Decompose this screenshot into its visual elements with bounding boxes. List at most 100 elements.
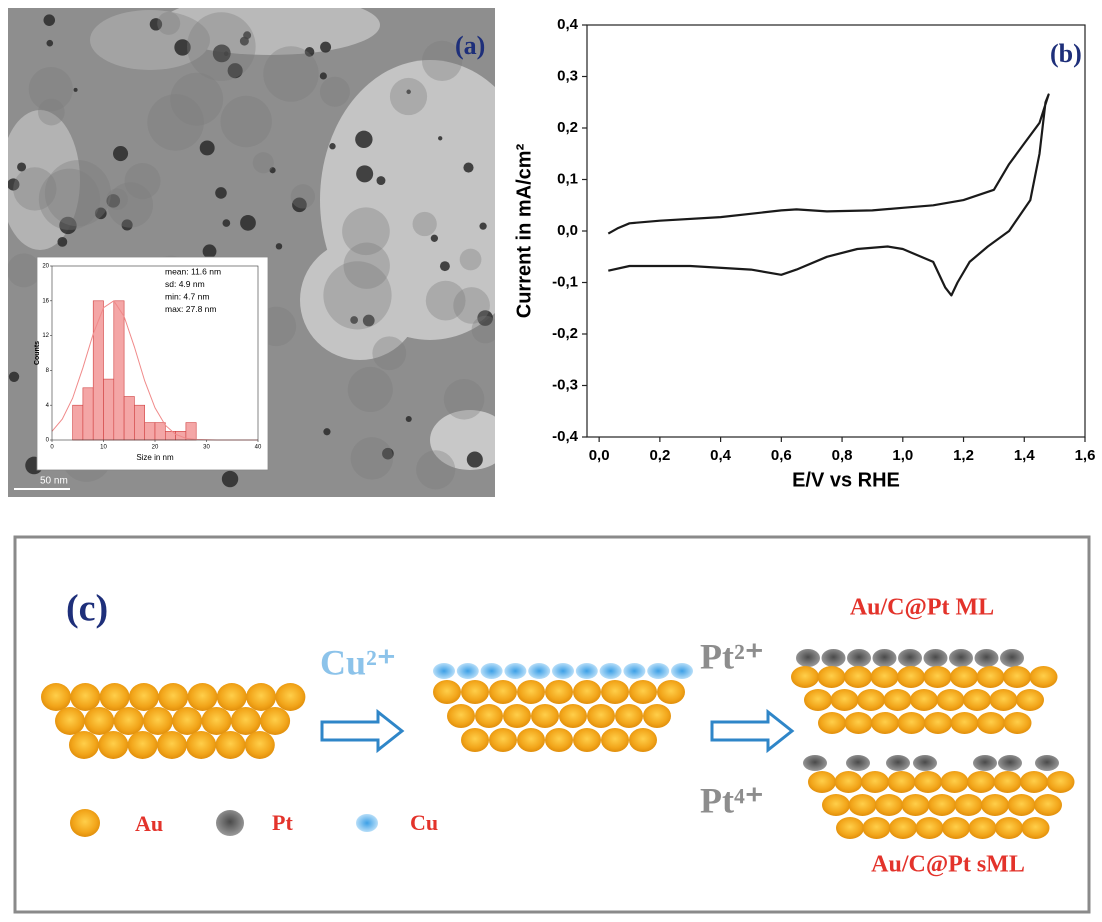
au-atom — [99, 683, 130, 711]
au-atom — [127, 731, 158, 759]
cu-atom — [623, 663, 646, 679]
legend-cu — [356, 814, 378, 832]
au-atom — [870, 666, 899, 688]
annotation: min: 4.7 nm — [165, 291, 209, 301]
cu-atom — [552, 663, 574, 679]
au-atom — [1046, 771, 1075, 793]
y-tick-label: 20 — [42, 264, 49, 270]
au-atom — [887, 771, 916, 793]
au-atom — [923, 666, 952, 688]
particle — [292, 197, 307, 213]
legend-label: Pt — [272, 810, 293, 835]
au-atom — [643, 704, 671, 728]
au-atom — [158, 683, 189, 711]
scheme — [41, 649, 1075, 839]
y-axis-label: Current in mA/cm² — [513, 143, 535, 318]
support-grain — [319, 76, 350, 107]
au-atom — [1016, 689, 1044, 711]
au-atom — [950, 666, 978, 688]
au-atom — [857, 689, 885, 711]
reagent: Pt⁴⁺ — [700, 780, 764, 820]
y-tick-label: -0,1 — [552, 273, 578, 290]
au-atom — [517, 680, 545, 704]
au-atom — [818, 712, 846, 734]
au-atom — [817, 666, 846, 688]
au-atom — [844, 712, 873, 734]
au-atom — [559, 704, 587, 728]
au-atom — [914, 771, 942, 793]
pt-atom — [821, 649, 846, 667]
cv-plot: 0,0 0,2 0,4 0,6 0,8 1,0 1,2 1,4 1,6 -0,4 -0,3 -0,2 -… — [513, 16, 1095, 491]
au-atom — [981, 794, 1009, 816]
particle — [382, 447, 394, 460]
au-atom — [942, 817, 970, 839]
au-atom — [461, 728, 489, 752]
particle — [222, 219, 231, 227]
au-atom — [113, 707, 144, 735]
pt-atom — [913, 755, 937, 771]
au-atom — [41, 683, 71, 711]
particle — [174, 39, 191, 56]
au-atom — [1003, 712, 1032, 734]
particle — [57, 236, 68, 247]
au-atom — [615, 704, 643, 728]
particle — [405, 415, 412, 422]
au-atom — [201, 707, 232, 735]
support-grain — [106, 188, 128, 210]
y-tick-label: 0,1 — [557, 170, 578, 187]
product-label: Au/C@Pt ML — [850, 595, 994, 621]
au-atom — [186, 731, 217, 759]
panel-label: (a) — [455, 31, 485, 60]
au-atom — [260, 707, 291, 735]
particle — [221, 470, 239, 488]
particle — [43, 14, 56, 26]
particle — [356, 165, 374, 183]
support-grain — [8, 253, 41, 288]
y-tick-label: -0,3 — [552, 376, 578, 393]
legend-label: Au — [135, 811, 163, 836]
pt-atom — [1000, 649, 1024, 667]
particle — [275, 243, 283, 250]
pt-atom — [796, 649, 820, 667]
pt-atom — [846, 755, 870, 771]
au-atom — [950, 712, 979, 734]
particle — [350, 316, 359, 324]
scale-bar-label: 50 nm — [40, 476, 68, 487]
au-atom — [172, 707, 203, 735]
au-atom — [844, 666, 872, 688]
au-atom — [1029, 666, 1058, 688]
y-tick-label: 0,2 — [557, 119, 578, 136]
x-tick-label: 30 — [203, 445, 210, 451]
au-atom — [475, 704, 503, 728]
pt-atom — [974, 649, 999, 667]
pt-atom — [872, 649, 897, 667]
y-tick-label: 12 — [42, 333, 49, 339]
au-atom — [804, 689, 832, 711]
support-grain — [459, 248, 482, 271]
au-atom — [55, 707, 85, 735]
particle — [59, 216, 77, 235]
au-atom — [98, 731, 129, 759]
au-atom — [897, 712, 926, 734]
y-tick-label: 4 — [46, 403, 50, 409]
support-grain — [347, 366, 393, 413]
particle — [477, 310, 493, 326]
au-atom — [924, 712, 952, 734]
au-atom — [977, 712, 1005, 734]
support-grain — [443, 378, 485, 420]
au-atom — [967, 771, 995, 793]
au-atom — [993, 771, 1022, 793]
cu-atom — [504, 663, 527, 679]
particle — [17, 162, 27, 172]
support-grain — [350, 437, 394, 480]
au-atom — [433, 680, 461, 704]
au-atom — [836, 817, 864, 839]
support-grain — [28, 66, 73, 112]
particle — [406, 89, 411, 95]
particle — [8, 178, 20, 191]
au-atom — [587, 704, 615, 728]
arrow — [710, 708, 795, 754]
annotation: mean: 11.6 nm — [165, 266, 221, 276]
au-atom — [989, 689, 1018, 711]
arrow — [320, 708, 405, 754]
